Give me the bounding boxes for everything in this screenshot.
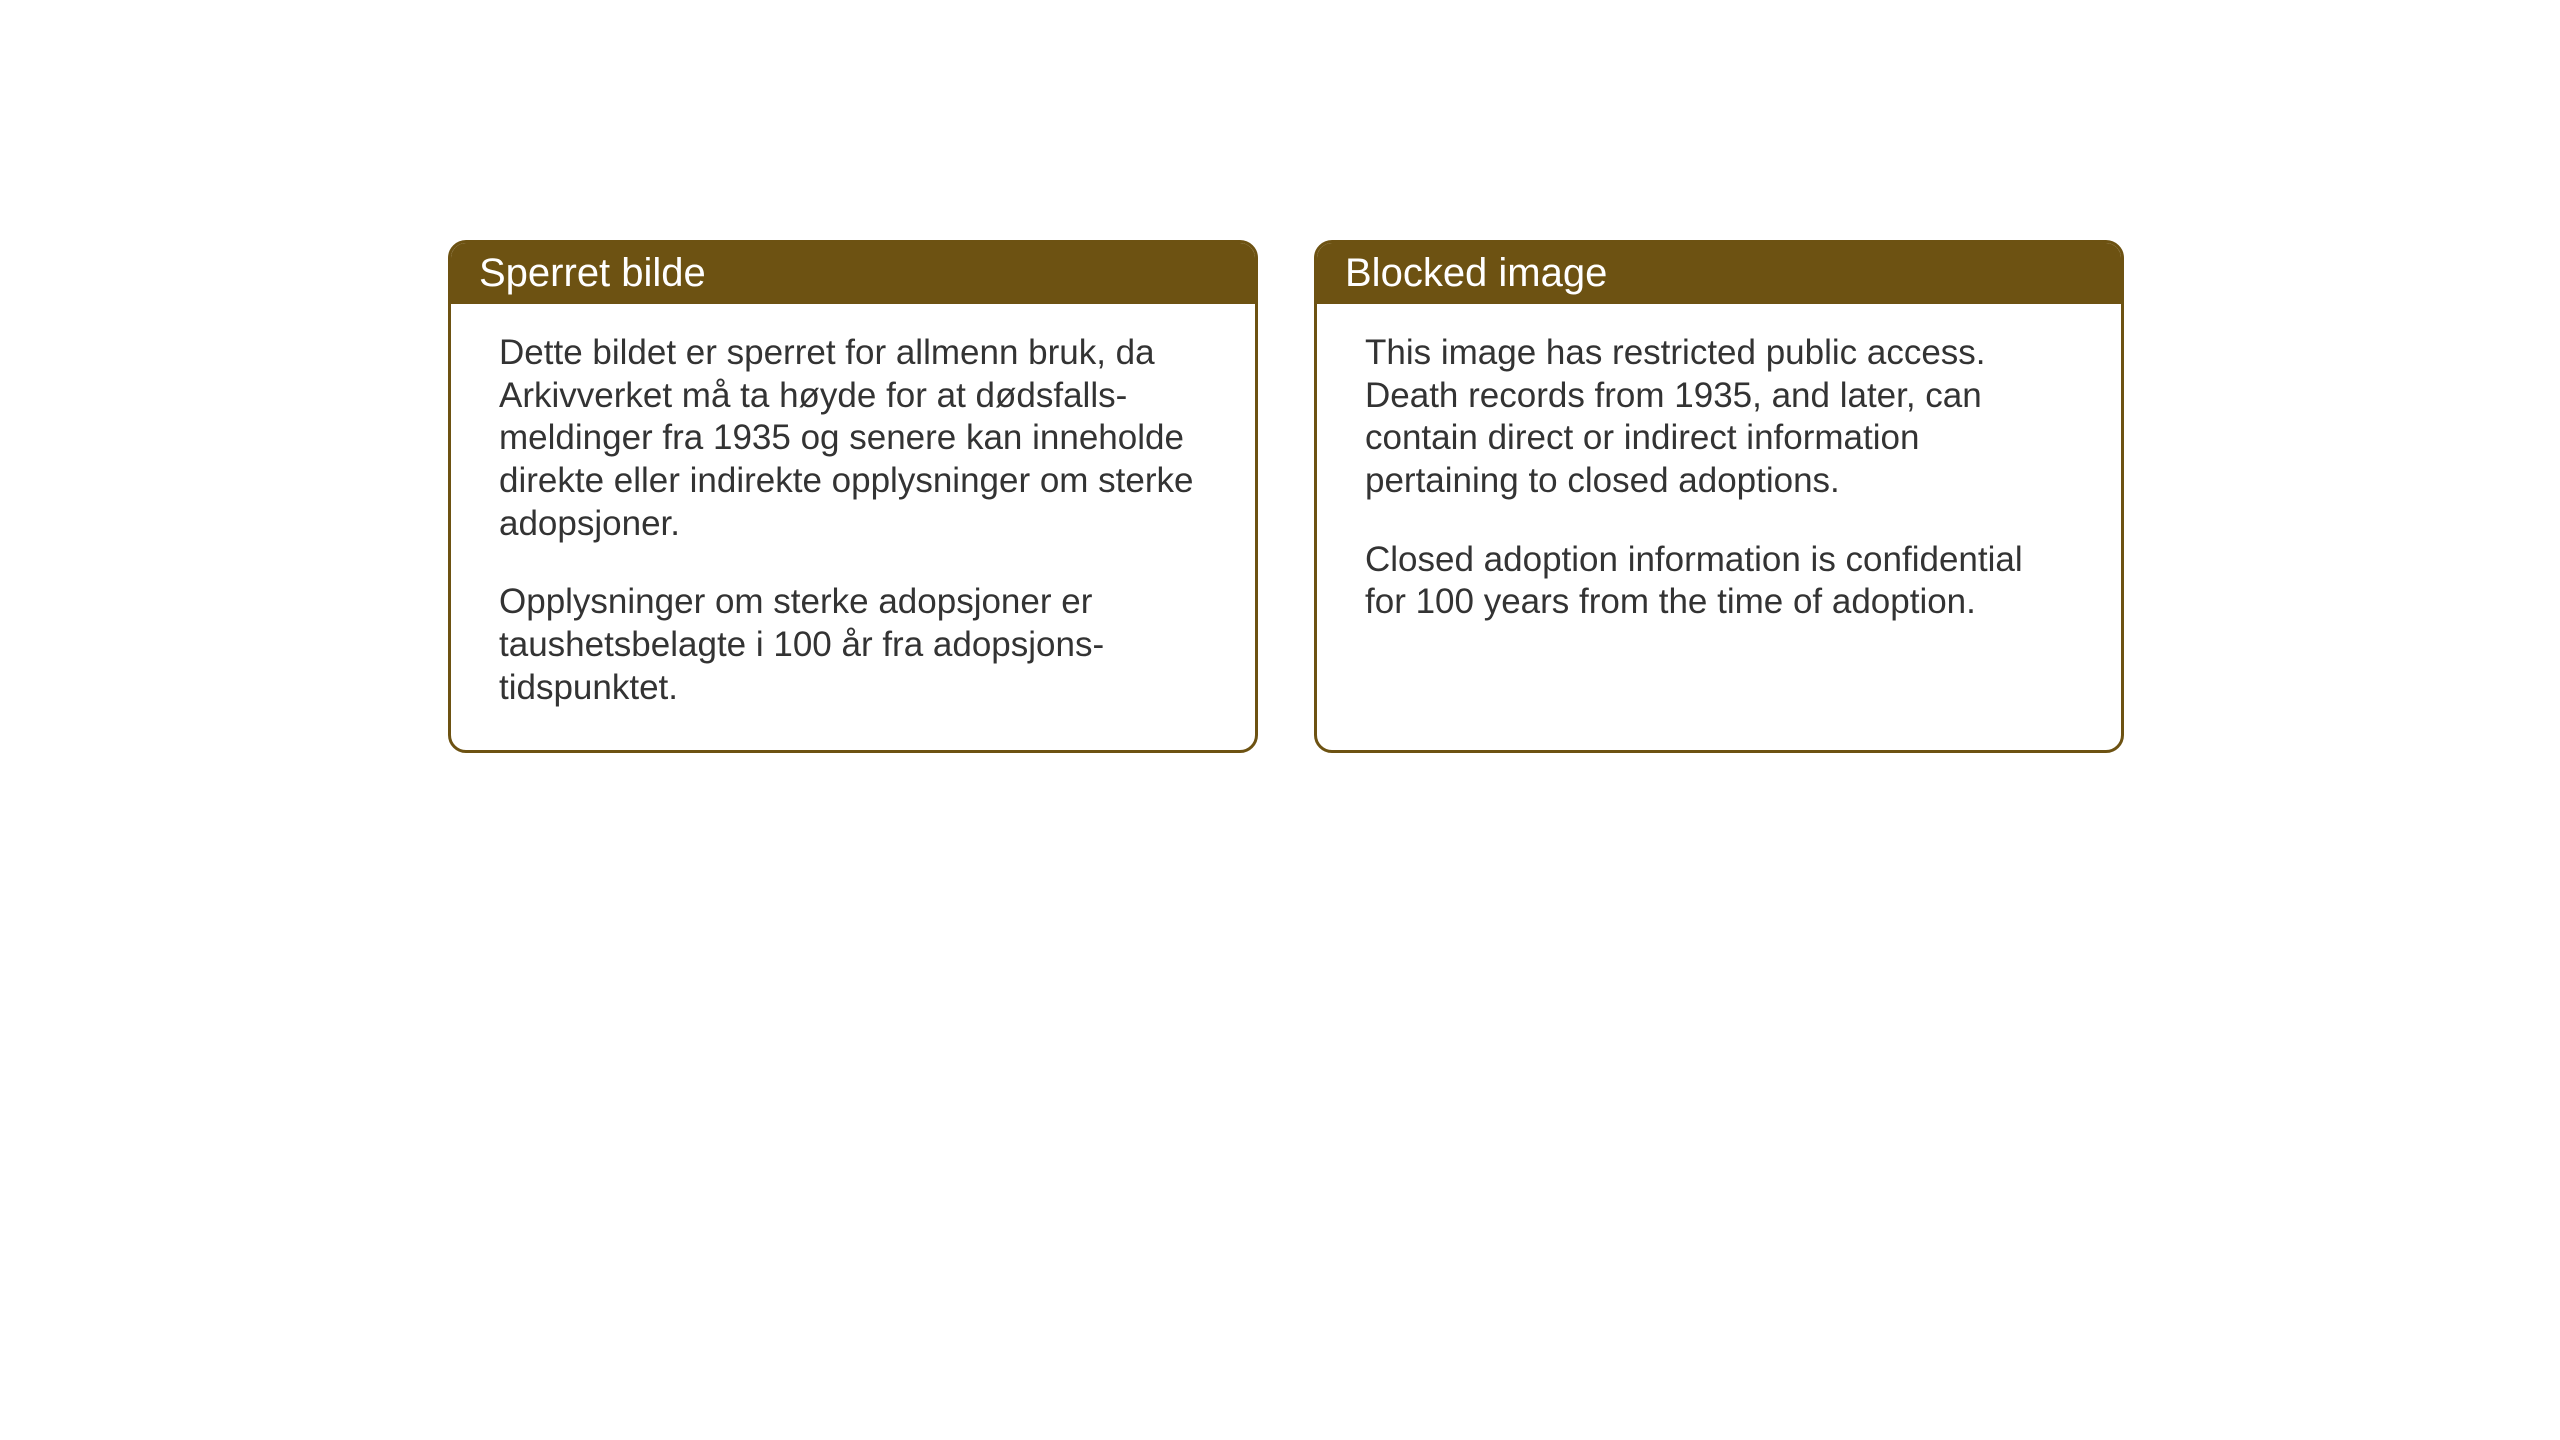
card-english-body: This image has restricted public access.… <box>1317 304 2121 664</box>
card-english-paragraph-2: Closed adoption information is confident… <box>1365 539 2073 624</box>
card-english-paragraph-1: This image has restricted public access.… <box>1365 332 2073 503</box>
card-norwegian-paragraph-1: Dette bildet er sperret for allmenn bruk… <box>499 332 1207 545</box>
card-english-title: Blocked image <box>1345 251 1607 295</box>
card-english: Blocked image This image has restricted … <box>1314 240 2124 753</box>
card-norwegian-paragraph-2: Opplysninger om sterke adopsjoner er tau… <box>499 581 1207 709</box>
card-norwegian-body: Dette bildet er sperret for allmenn bruk… <box>451 304 1255 750</box>
cards-container: Sperret bilde Dette bildet er sperret fo… <box>448 240 2124 753</box>
card-norwegian-title: Sperret bilde <box>479 251 706 295</box>
card-norwegian-header: Sperret bilde <box>451 243 1255 304</box>
card-norwegian: Sperret bilde Dette bildet er sperret fo… <box>448 240 1258 753</box>
card-english-header: Blocked image <box>1317 243 2121 304</box>
